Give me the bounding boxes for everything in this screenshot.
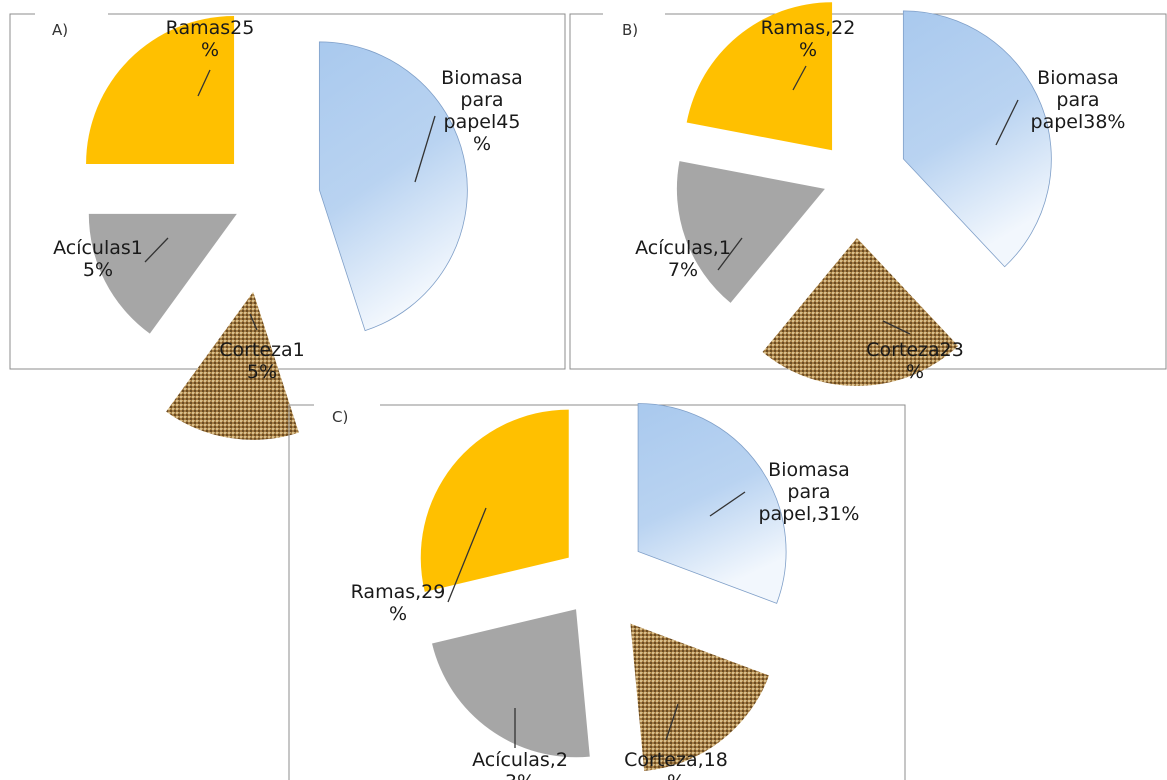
- data-label-biomasa: Biomasa para papel,31%: [758, 459, 859, 525]
- leader-line-ramas: [197, 69, 211, 97]
- data-label-corteza: Corteza23%: [866, 339, 964, 383]
- leader-line-ramas: [447, 507, 487, 603]
- leader-line-corteza: [249, 313, 258, 331]
- panel-label: C): [332, 408, 348, 426]
- leader-line-ramas: [792, 65, 807, 91]
- pie-slice-biomasa: [318, 41, 468, 332]
- pie-slice-corteza: [166, 291, 299, 440]
- panel-label: A): [52, 21, 68, 39]
- data-label-ramas: Ramas25%: [166, 17, 255, 61]
- pie-slice-aciculas: [432, 609, 590, 758]
- chart-frame: [288, 404, 906, 780]
- pie-slice-biomasa: [637, 403, 787, 604]
- pie-slice-aciculas: [88, 213, 237, 334]
- pie-slice-ramas: [420, 409, 569, 592]
- chart-frame: [9, 13, 566, 370]
- data-label-ramas: Ramas,22%: [761, 17, 856, 61]
- data-label-aciculas: Acículas,23%: [472, 749, 568, 780]
- data-label-biomasa: Biomasa para papel45%: [441, 67, 523, 155]
- data-label-biomasa: Biomasa para papel38%: [1031, 67, 1126, 133]
- pie-slice-aciculas: [676, 161, 825, 303]
- leader-line-biomasa: [995, 99, 1019, 146]
- leader-line-aciculas: [144, 237, 169, 263]
- pie-slice-corteza: [762, 237, 959, 386]
- panel-label: B): [622, 21, 638, 39]
- data-label-corteza: Corteza,18%: [624, 749, 728, 780]
- pie-slice-ramas: [86, 16, 235, 165]
- data-label-aciculas: Acículas,1 7%: [635, 237, 731, 281]
- pie-chart-b: B) Biomasa para papel38% Corteza23 % Acículas,…: [569, 2, 1167, 386]
- pie-slice-corteza: [630, 623, 770, 772]
- leader-line-corteza: [882, 320, 911, 335]
- leader-line-biomasa: [414, 115, 436, 183]
- leader-line-aciculas: [717, 237, 743, 271]
- data-label-corteza: Corteza1 5%: [219, 339, 305, 383]
- pie-chart-a: A) Biomasa para papel45 % Corteza1 5% Acículas1…: [9, 13, 566, 440]
- pie-slice-biomasa: [902, 10, 1052, 268]
- leader-line-biomasa: [709, 491, 746, 517]
- data-label-ramas: Ramas,29%: [351, 581, 446, 625]
- pie-slice-ramas: [686, 2, 833, 151]
- data-label-aciculas: Acículas1 5%: [53, 237, 143, 281]
- leader-line-corteza: [665, 703, 679, 741]
